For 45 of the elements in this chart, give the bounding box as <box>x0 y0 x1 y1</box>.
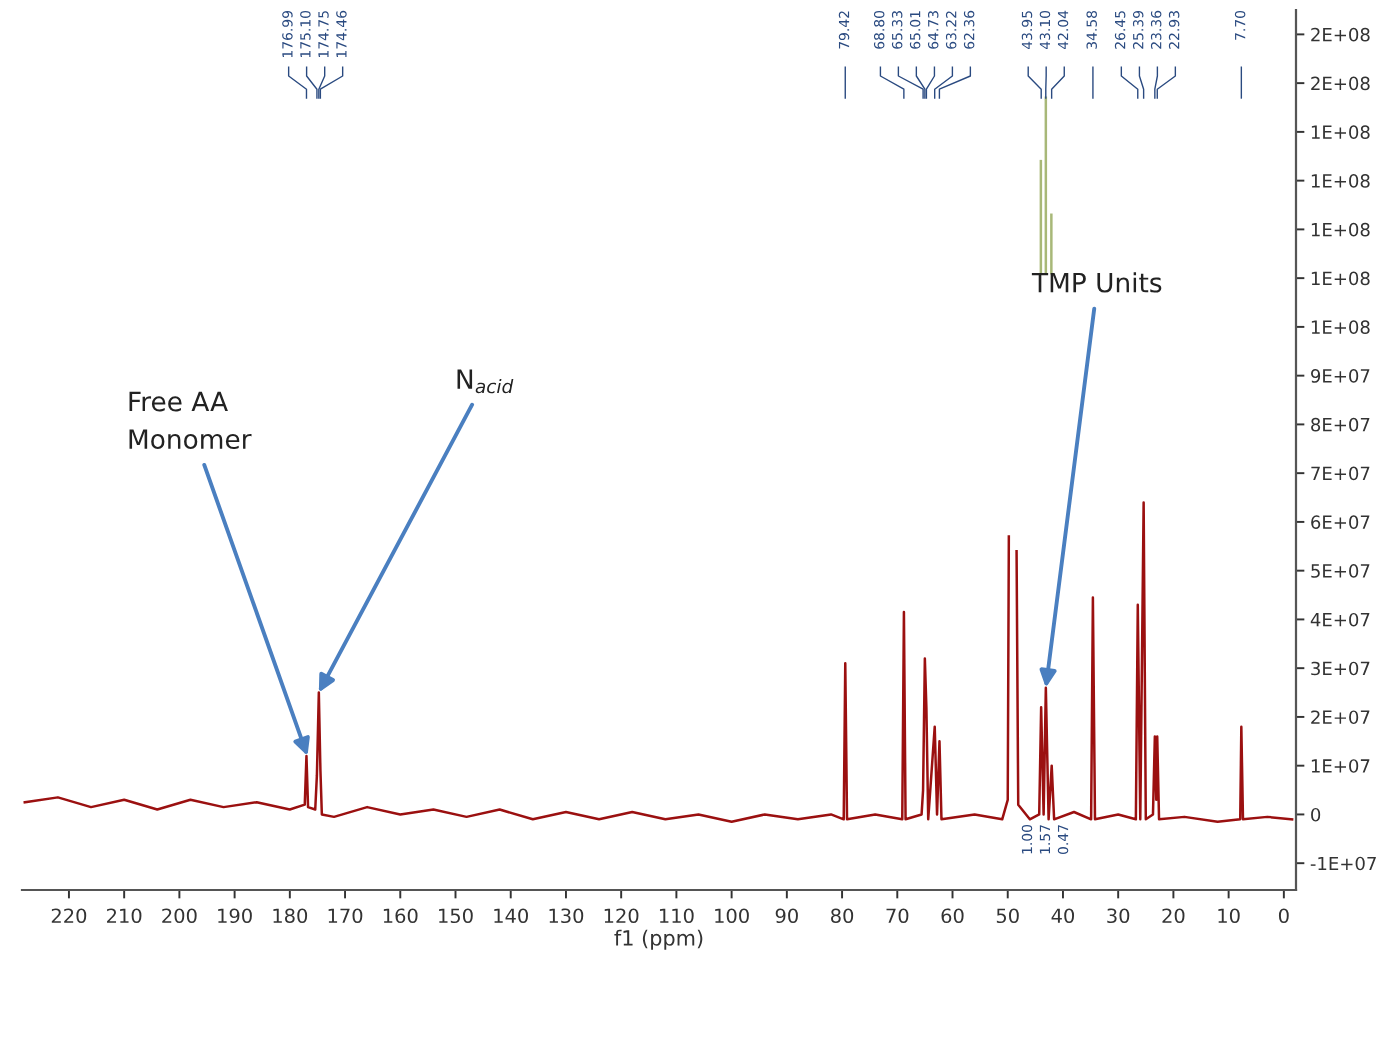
y-tick-label: 4E+07 <box>1310 612 1370 627</box>
x-tick-label: 150 <box>439 908 473 924</box>
x-tick-label: 30 <box>1107 908 1130 924</box>
x-tick-label: 140 <box>494 908 528 924</box>
y-tick-label: 0 <box>1311 807 1321 822</box>
x-tick-label: 220 <box>51 908 87 924</box>
x-tick-label: 170 <box>328 908 363 924</box>
annotation: Free AA Monomer <box>129 391 252 450</box>
y-tick-label: 5E+07 <box>1311 564 1370 578</box>
x-tick-label: 80 <box>831 908 854 924</box>
x-tick-label: 70 <box>886 908 909 924</box>
y-tick-label: 1E+08 <box>1311 174 1370 188</box>
x-tick-label: 90 <box>775 908 798 924</box>
x-tick-label: 190 <box>218 908 252 924</box>
y-tick-label: 1E+08 <box>1311 125 1370 139</box>
x-tick-label: 40 <box>1051 908 1075 924</box>
y-tick-label: 9E+07 <box>1311 369 1370 383</box>
x-tick-label: 180 <box>273 908 308 924</box>
y-tick-label: 3E+07 <box>1311 661 1370 676</box>
x-tick-label: 20 <box>1162 908 1185 924</box>
y-tick-label: -1E+07 <box>1310 856 1376 871</box>
annotation: N$_{acid}$ <box>457 369 514 394</box>
annotation: TMP Units <box>1031 272 1162 293</box>
y-tick-label: 2E+08 <box>1311 27 1370 42</box>
x-tick-label: 0 <box>1278 908 1289 924</box>
x-tick-label: 210 <box>107 908 142 924</box>
x-tick-label: 130 <box>549 908 584 924</box>
x-tick-label: 160 <box>383 908 418 924</box>
y-tick-label: 6E+07 <box>1311 515 1370 530</box>
x-tick-label: 10 <box>1218 908 1240 924</box>
y-tick-label: 1E+08 <box>1311 320 1370 335</box>
x-tick-label: 200 <box>162 908 197 924</box>
x-tick-label: 100 <box>715 908 749 924</box>
y-tick-label: 1E+07 <box>1311 759 1370 773</box>
x-axis-title: f1 (ppm) <box>614 929 703 950</box>
y-tick-label: 1E+08 <box>1311 271 1370 286</box>
x-tick-label: 50 <box>996 908 1019 924</box>
y-tick-label: 2E+08 <box>1311 76 1370 91</box>
x-tick-label: 120 <box>604 908 639 924</box>
y-tick-label: 7E+07 <box>1311 466 1370 481</box>
y-tick-label: 8E+07 <box>1311 417 1370 432</box>
y-tick-label: 2E+07 <box>1311 710 1370 725</box>
y-tick-label: 1E+08 <box>1311 222 1370 237</box>
x-tick-label: 60 <box>941 908 964 924</box>
x-tick-label: 110 <box>659 908 694 924</box>
